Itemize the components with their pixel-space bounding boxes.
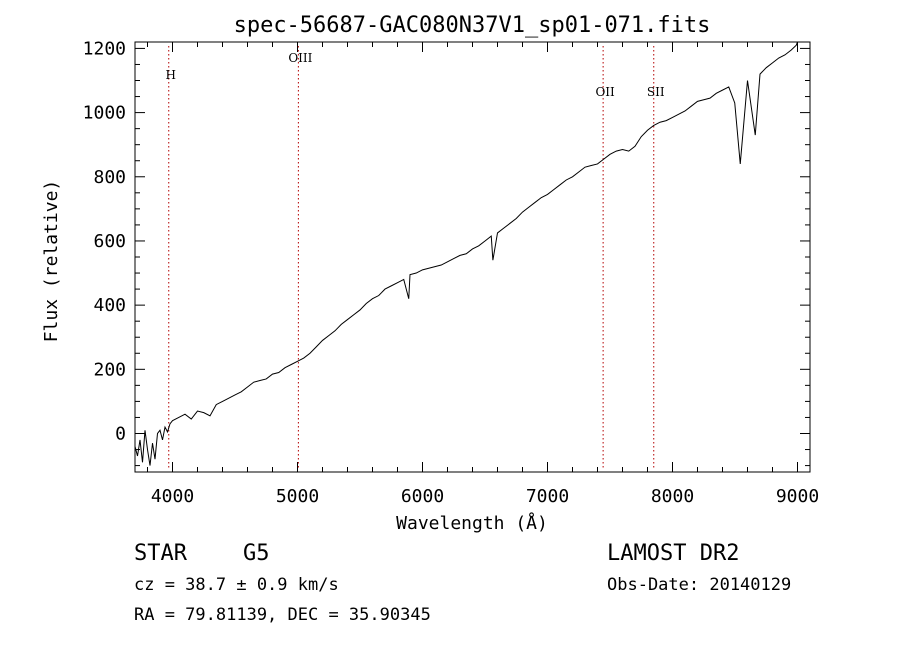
y-tick-label: 1200 xyxy=(83,38,126,59)
y-tick-label: 600 xyxy=(93,231,126,252)
y-axis-ticks: 0 200 400 600 800 1000 1200 xyxy=(83,38,810,467)
line-marker-label: H xyxy=(166,68,176,82)
redshift-text: cz = 38.7 ± 0.9 km/s xyxy=(134,575,339,595)
coordinates-text: RA = 79.81139, DEC = 35.90345 xyxy=(134,605,431,625)
x-tick-label: 6000 xyxy=(401,486,444,507)
line-marker-label: SII xyxy=(647,85,665,99)
x-tick-label: 7000 xyxy=(526,486,569,507)
y-tick-label: 0 xyxy=(115,423,126,444)
x-axis-label: Wavelength (Å) xyxy=(396,512,548,534)
survey-name: LAMOST DR2 xyxy=(607,541,739,566)
spectral-class: G5 xyxy=(243,541,270,566)
y-tick-label: 200 xyxy=(93,359,126,380)
y-axis-label: Flux (relative) xyxy=(41,180,62,343)
y-tick-label: 800 xyxy=(93,167,126,188)
object-type: STAR xyxy=(134,541,188,566)
plot-area xyxy=(134,41,811,473)
series-line xyxy=(134,41,798,466)
line-marker-label: OIII xyxy=(288,51,312,65)
x-axis-ticks: 4000 5000 6000 7000 8000 9000 xyxy=(147,42,819,507)
chart-title: spec-56687-GAC080N37V1_sp01-071.fits xyxy=(234,13,711,38)
plot-frame xyxy=(134,41,811,473)
x-tick-label: 4000 xyxy=(151,486,194,507)
line-markers: H OIII OII SII xyxy=(166,46,665,470)
obs-date: Obs-Date: 20140129 xyxy=(607,575,791,595)
y-tick-label: 400 xyxy=(93,295,126,316)
x-tick-label: 9000 xyxy=(776,486,819,507)
line-marker-label: OII xyxy=(595,85,615,99)
y-tick-label: 1000 xyxy=(83,103,126,124)
x-tick-label: 8000 xyxy=(651,486,694,507)
x-tick-label: 5000 xyxy=(276,486,319,507)
